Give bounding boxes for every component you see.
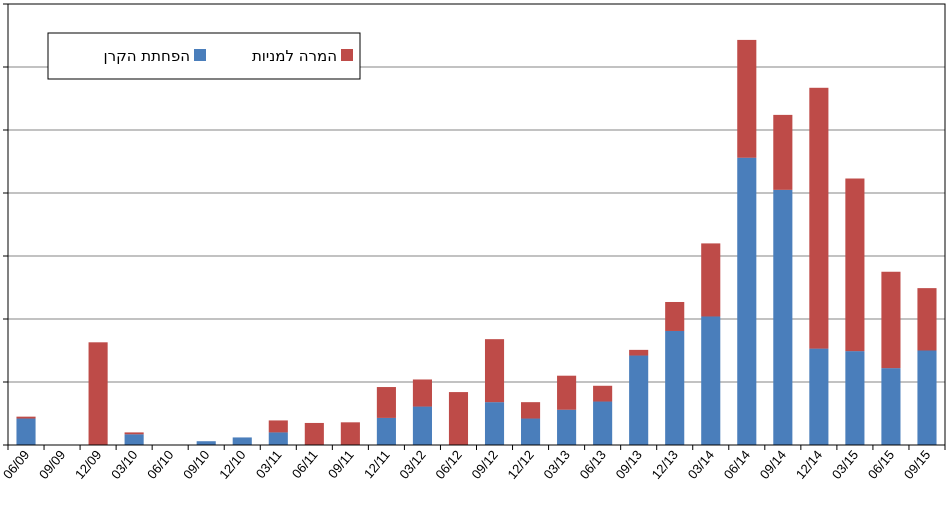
legend: הפחתת הקרן המרה למניות: [47, 32, 361, 80]
bar-segment-conversion-to-shares: [448, 392, 469, 445]
legend-label-conversion-to-shares: המרה למניות: [252, 47, 337, 65]
bar-segment-principal-reduction: [629, 355, 649, 445]
x-tick-label: 12/12: [504, 447, 536, 482]
bar-segment-conversion-to-shares: [376, 387, 396, 418]
bar-segment-conversion-to-shares: [809, 87, 829, 349]
x-tick-label: 12/10: [216, 447, 248, 482]
bar-segment-principal-reduction: [268, 432, 288, 445]
bar-segment-principal-reduction: [809, 348, 829, 445]
axes: [3, 3, 946, 450]
bar-segment-principal-reduction: [124, 434, 144, 445]
x-tick-label: 12/14: [793, 447, 825, 482]
bar-segment-principal-reduction: [484, 402, 505, 445]
x-tick-label: 09/09: [36, 447, 68, 482]
x-tick-label: 03/11: [253, 447, 285, 481]
bar-segment-conversion-to-shares: [557, 375, 577, 410]
bar-segment-conversion-to-shares: [665, 301, 685, 331]
bar-segment-conversion-to-shares: [304, 422, 324, 445]
x-tick-label: 09/10: [180, 447, 212, 482]
gridlines: [8, 66, 945, 383]
bar-segment-principal-reduction: [773, 189, 793, 445]
bar-segment-conversion-to-shares: [773, 114, 793, 190]
legend-label-principal-reduction: הפחתת הקרן: [104, 47, 190, 65]
bar-segment-principal-reduction: [16, 418, 36, 445]
bar-segment-conversion-to-shares: [845, 178, 865, 352]
x-tick-label: 09/12: [468, 447, 500, 482]
x-tick-label: 03/15: [829, 447, 861, 482]
bar-segment-principal-reduction: [881, 368, 901, 445]
bar-segment-principal-reduction: [196, 441, 216, 445]
x-tick-label: 03/10: [108, 447, 140, 482]
x-tick-label: 09/14: [757, 447, 789, 482]
bar-segment-principal-reduction: [521, 418, 541, 445]
bar-segment-conversion-to-shares: [629, 349, 649, 356]
bar-segment-conversion-to-shares: [737, 39, 757, 158]
bar-segment-conversion-to-shares: [124, 432, 144, 435]
bar-segment-principal-reduction: [412, 406, 432, 445]
bar-segment-conversion-to-shares: [88, 342, 108, 445]
bar-segment-principal-reduction: [665, 330, 685, 445]
bar-segment-principal-reduction: [376, 417, 396, 445]
x-tick-label: 06/10: [144, 447, 176, 482]
legend-item-conversion-to-shares: המרה למניות: [252, 47, 353, 65]
bar-segment-conversion-to-shares: [521, 402, 541, 419]
bar-segment-principal-reduction: [845, 351, 865, 445]
bar-segment-principal-reduction: [232, 437, 252, 445]
bar-segment-principal-reduction: [593, 401, 613, 445]
x-tick-label: 06/13: [577, 447, 609, 482]
x-tick-label: 06/14: [721, 447, 753, 482]
x-tick-label: 03/12: [396, 447, 428, 482]
bar-segment-conversion-to-shares: [701, 243, 721, 317]
x-tick-label: 06/11: [289, 447, 321, 481]
x-tick-label: 09/11: [325, 447, 357, 481]
x-tick-label: 06/12: [432, 447, 464, 482]
bars: [16, 39, 937, 445]
x-tick-label: 12/13: [649, 447, 681, 482]
bar-segment-conversion-to-shares: [16, 416, 36, 419]
bar-segment-principal-reduction: [917, 350, 937, 445]
bar-segment-conversion-to-shares: [340, 422, 360, 445]
bar-segment-conversion-to-shares: [484, 339, 505, 403]
x-tick-label: 09/13: [613, 447, 645, 482]
bar-segment-conversion-to-shares: [593, 385, 613, 402]
x-tick-label: 12/09: [72, 447, 104, 482]
x-tick-label: 06/15: [865, 447, 897, 482]
x-tick-label: 03/13: [540, 447, 572, 482]
bar-segment-principal-reduction: [737, 157, 757, 445]
legend-item-principal-reduction: הפחתת הקרן: [104, 47, 206, 65]
legend-swatch-principal-reduction: [194, 49, 206, 61]
bar-segment-conversion-to-shares: [881, 271, 901, 369]
x-tick-label: 03/14: [685, 447, 717, 482]
bar-segment-principal-reduction: [557, 409, 577, 445]
bar-segment-conversion-to-shares: [268, 420, 288, 433]
legend-swatch-conversion-to-shares: [341, 49, 353, 61]
x-tick-label: 09/15: [901, 447, 933, 482]
bar-segment-conversion-to-shares: [917, 288, 937, 351]
x-tick-label: 12/11: [361, 447, 393, 481]
x-tick-label: 06/09: [0, 447, 32, 482]
x-axis-tick-labels: 06/09 09/09 12/09 03/10 06/10 09/10 12/10 03/11…: [0, 447, 933, 482]
bar-segment-principal-reduction: [701, 316, 721, 445]
bar-segment-conversion-to-shares: [412, 379, 432, 407]
